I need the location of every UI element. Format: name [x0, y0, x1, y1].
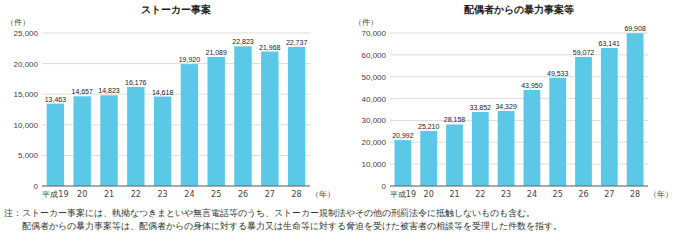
data-label: 21,968: [259, 44, 281, 51]
y-tick-label: 0: [34, 182, 39, 191]
chart-title: ストーカー事案: [141, 4, 211, 15]
y-tick-label: 10,000: [14, 121, 39, 130]
x-tick-label: 25: [553, 190, 563, 199]
y-tick-label: 20,000: [14, 60, 39, 69]
y-tick-label: 25,000: [14, 29, 39, 38]
y-tick-label: 15,000: [14, 90, 39, 99]
data-label: 59,072: [573, 49, 595, 56]
bar: [627, 33, 644, 186]
x-tick-label: 23: [158, 190, 168, 199]
x-axis-label: （年）: [311, 190, 335, 199]
note: 注：ストーカー事案には、執拗なつきまといや無言電話等のうち、ストーカー規制法やそ…: [4, 208, 535, 218]
y-axis-label: （件）: [354, 18, 378, 27]
bars: [47, 46, 306, 186]
bar: [100, 95, 117, 186]
data-label: 19,920: [179, 56, 201, 63]
bar: [524, 90, 541, 186]
data-label: 16,176: [125, 79, 147, 86]
chart-title: 配偶者からの暴力事案等: [464, 4, 574, 15]
data-label: 28,158: [444, 116, 466, 123]
y-tick-label: 50,000: [362, 73, 387, 82]
bar: [261, 52, 278, 186]
x-tick-label: 20: [77, 190, 87, 199]
x-axis-line: [390, 186, 648, 187]
data-label: 13,463: [45, 96, 67, 103]
chart: 0 10,000 20,000 30,000 40,000 50,000 60,000 70,…: [354, 4, 673, 199]
bar: [549, 78, 566, 186]
data-label: 33,852: [470, 104, 492, 111]
bars: [395, 33, 644, 186]
data-label: 22,737: [286, 39, 308, 46]
y-tick-label: 10,000: [362, 160, 387, 169]
x-tick-label: 27: [604, 190, 614, 199]
y-tick-label: 40,000: [362, 95, 387, 104]
x-tick-label: 24: [184, 190, 194, 199]
grid-line: [390, 33, 648, 34]
x-tick-label: 23: [501, 190, 511, 199]
x-tick-label: 28: [292, 190, 302, 199]
bar: [420, 131, 437, 186]
x-tick-label: 26: [238, 190, 248, 199]
grid-line: [42, 33, 310, 34]
y-axis-label: （件）: [6, 18, 30, 27]
data-label: 14,657: [71, 88, 93, 95]
x-tick-label: 22: [131, 190, 141, 199]
data-label: 63,141: [599, 40, 621, 47]
x-tick-label: 25: [211, 190, 221, 199]
data-label: 21,089: [205, 49, 227, 56]
x-tick-label: 26: [578, 190, 588, 199]
x-axis-label: （年）: [649, 190, 673, 199]
y-tick-label: 30,000: [362, 116, 387, 125]
x-tick-label: 平成19: [42, 190, 68, 199]
data-label: 14,618: [152, 89, 174, 96]
data-label: 34,329: [495, 103, 517, 110]
data-label: 22,823: [232, 38, 254, 45]
bar: [288, 47, 305, 186]
data-label: 43,950: [521, 82, 543, 89]
x-tick-label: 24: [527, 190, 537, 199]
x-tick-label: 21: [104, 190, 114, 199]
bar: [472, 112, 489, 186]
bar: [207, 57, 224, 186]
x-tick-label: 20: [424, 190, 434, 199]
y-tick-label: 0: [382, 182, 387, 191]
grid-line: [42, 186, 310, 187]
bar: [47, 104, 64, 186]
data-label: 49,533: [547, 70, 569, 77]
bar: [234, 46, 251, 186]
x-tick-label: 21: [449, 190, 459, 199]
bar: [181, 64, 198, 186]
chart: 0 5,000 10,000 15,000 20,000 25,000 13,463 14,6…: [6, 4, 335, 199]
data-label: 69,908: [624, 25, 646, 32]
x-tick-label: 28: [630, 190, 640, 199]
y-tick-label: 60,000: [362, 51, 387, 60]
bar: [575, 57, 592, 186]
bar: [498, 111, 515, 186]
note: 配偶者からの暴力事案等は、配偶者からの身体に対する暴力又は生命等に対する脅迫を受…: [4, 221, 562, 231]
figure: 0 5,000 10,000 15,000 20,000 25,000 13,463 14,6…: [0, 0, 684, 238]
data-label: 25,210: [418, 123, 440, 130]
x-tick-label: 27: [265, 190, 275, 199]
bar: [127, 87, 144, 186]
bar: [395, 140, 412, 186]
x-axis-line: [42, 186, 310, 187]
y-tick-label: 20,000: [362, 138, 387, 147]
y-tick-label: 70,000: [362, 29, 387, 38]
bar: [446, 124, 463, 186]
bar: [154, 97, 171, 186]
x-tick-label: 22: [475, 190, 485, 199]
bar: [73, 96, 90, 186]
y-tick-label: 5,000: [18, 151, 39, 160]
data-label: 20,992: [392, 132, 414, 139]
x-tick-label: 平成19: [390, 190, 416, 199]
data-label: 14,823: [98, 87, 120, 94]
bar: [601, 48, 618, 186]
grid-line: [390, 186, 648, 187]
